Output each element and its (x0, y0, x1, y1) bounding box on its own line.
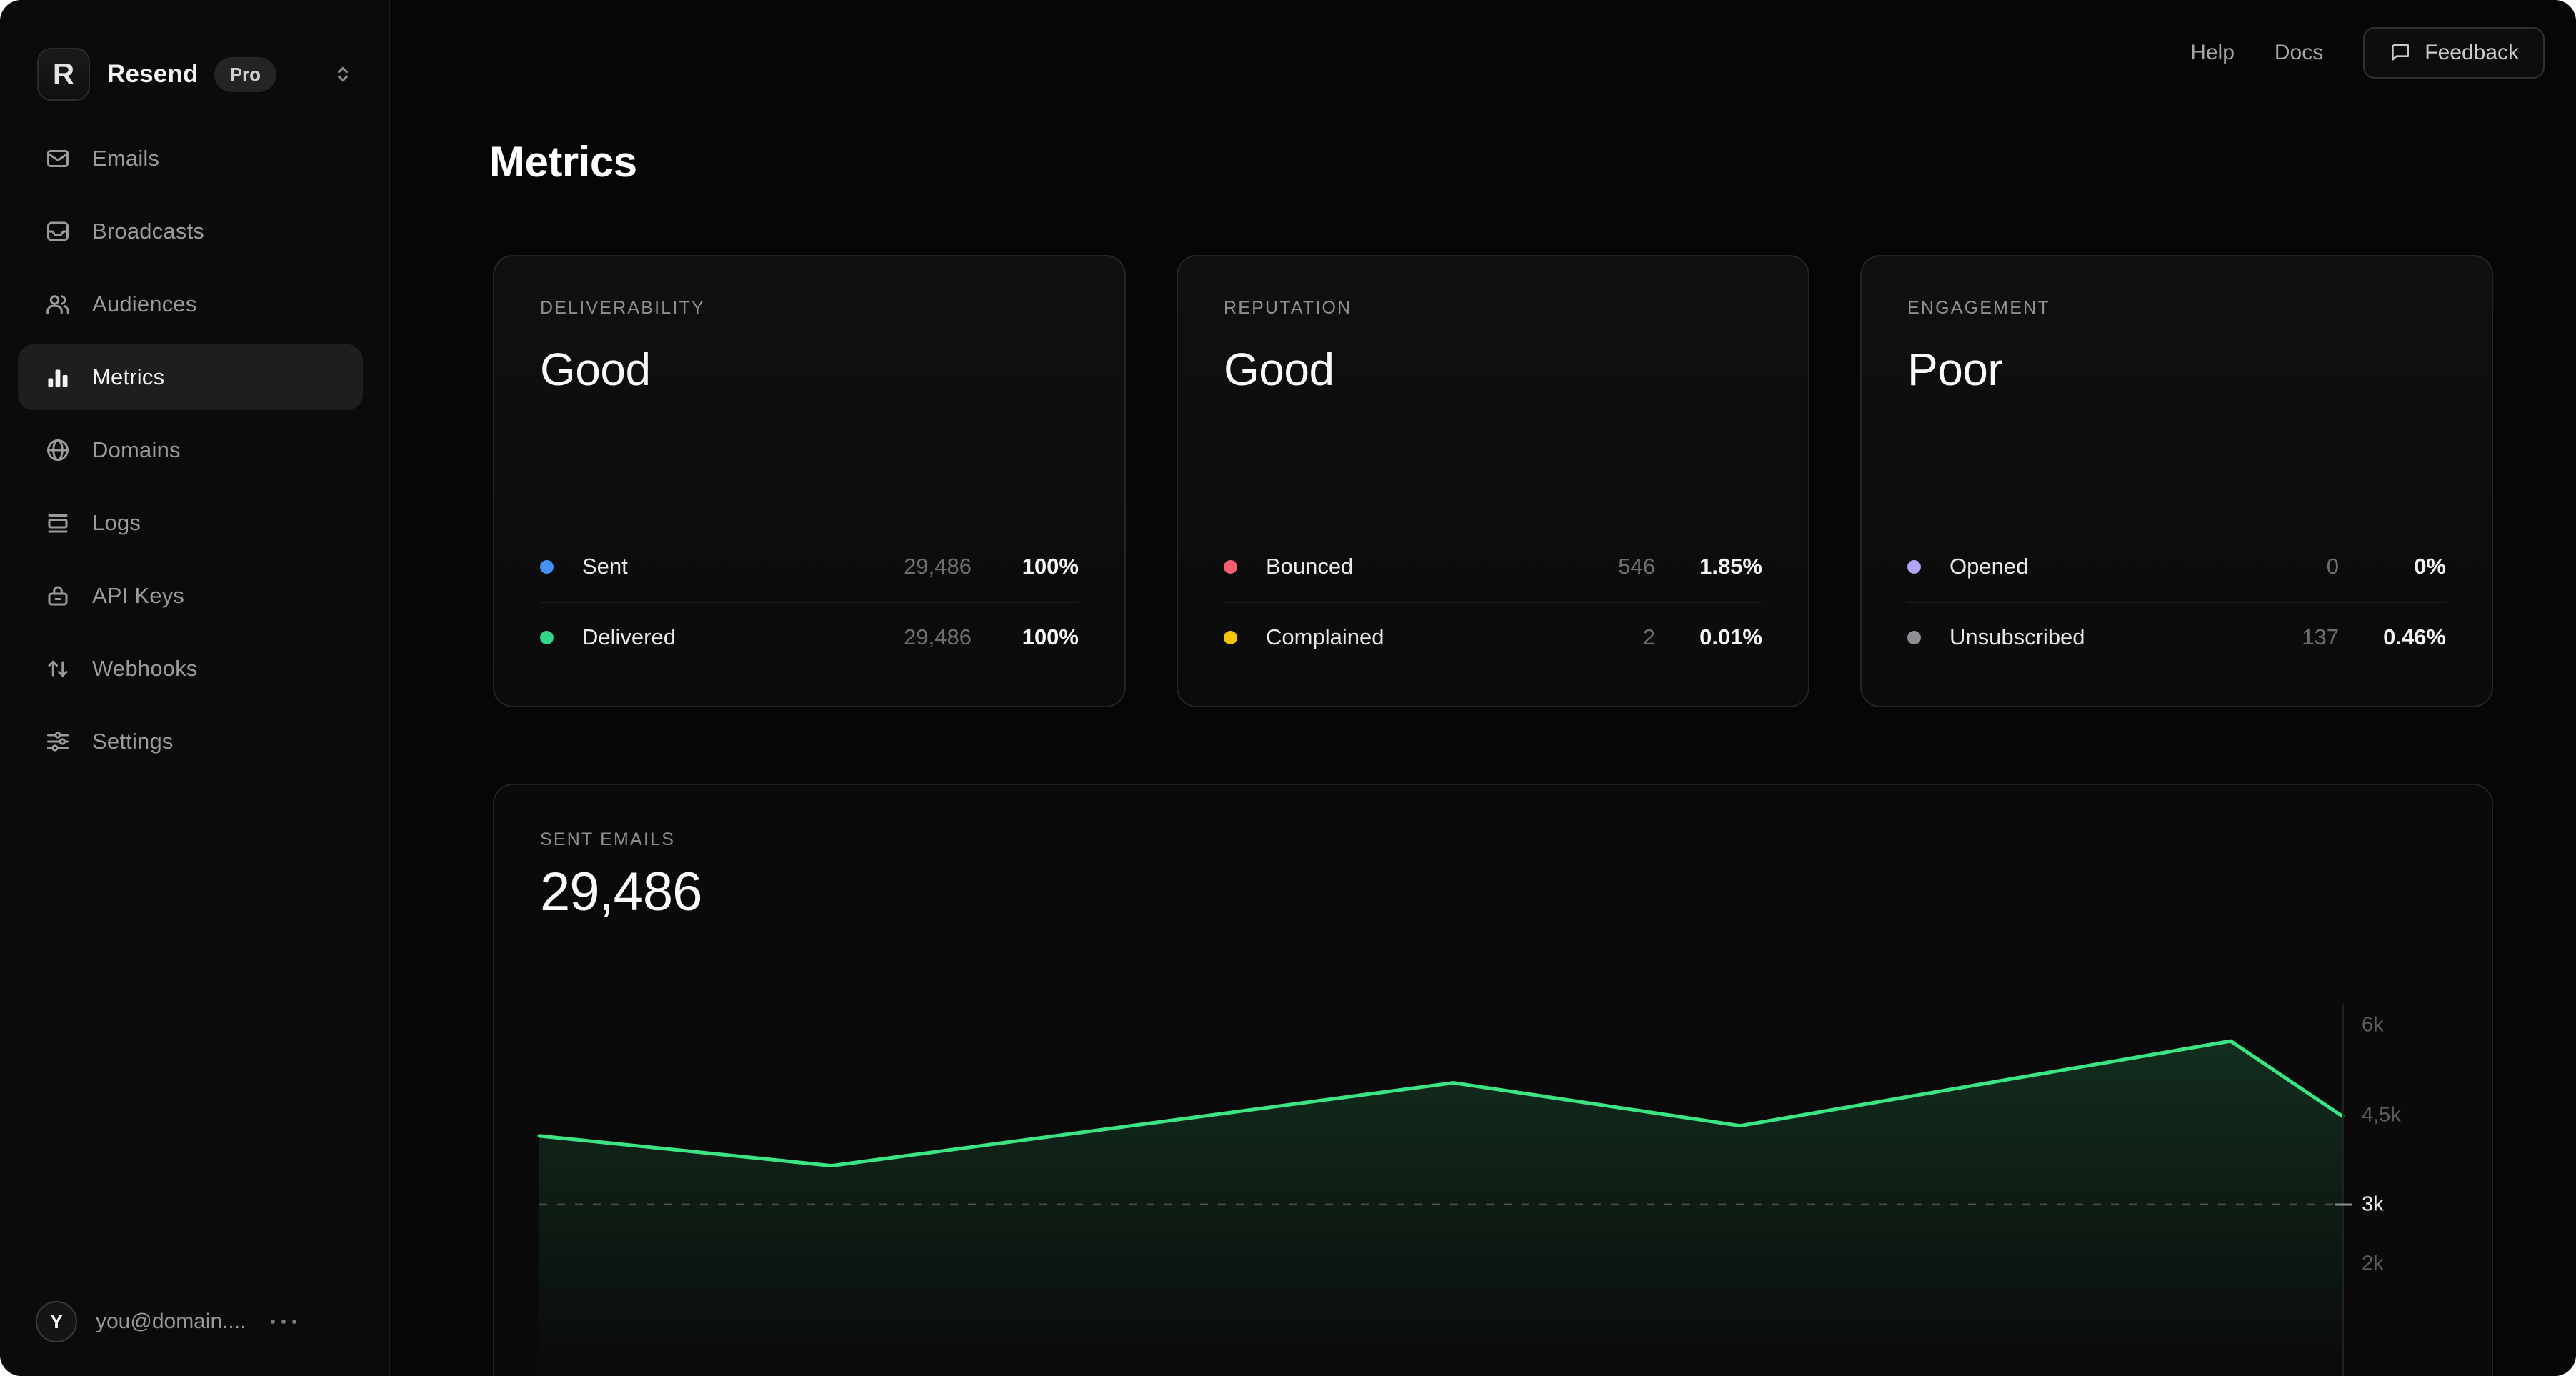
reputation-card: REPUTATION Good Bounced 546 1.85% Compla… (1177, 255, 1809, 707)
user-email: you@domain.... (96, 1310, 246, 1333)
sliders-icon (47, 732, 69, 752)
sidebar: R Resend Pro Emails Broadcasts Audiences… (0, 0, 390, 1376)
data-line (537, 1039, 2345, 1168)
deliverability-card: DELIVERABILITY Good Sent 29,486 100% Del… (493, 255, 1126, 707)
engagement-card: ENGAGEMENT Poor Opened 0 0% Unsubscribed… (1860, 255, 2493, 707)
y-axis-label: 4,5k (2362, 1103, 2401, 1127)
docs-link[interactable]: Docs (2274, 41, 2324, 64)
sidebar-item-logs[interactable]: Logs (18, 490, 363, 556)
chart-total: 29,486 (540, 862, 702, 922)
legend-dot (1907, 630, 1921, 644)
workspace-name: Resend (107, 60, 199, 88)
chevron-up-down-icon (338, 66, 348, 82)
y-axis-tick-mark (2335, 1203, 2352, 1206)
sidebar-item-label: Metrics (92, 364, 165, 389)
speech-bubble-icon (2392, 44, 2410, 61)
workspace-switcher[interactable]: R Resend Pro (37, 46, 354, 103)
sidebar-item-broadcasts[interactable]: Broadcasts (18, 199, 363, 264)
sidebar-item-metrics[interactable]: Metrics (18, 344, 363, 410)
area-fill (539, 1041, 2342, 1376)
legend-dot (1224, 630, 1237, 644)
users-icon (46, 295, 69, 314)
avatar: Y (36, 1301, 77, 1342)
sidebar-item-webhooks[interactable]: Webhooks (18, 636, 363, 702)
card-category: ENGAGEMENT (1907, 298, 2050, 318)
sidebar-item-settings[interactable]: Settings (18, 709, 363, 774)
sent-emails-card: SENT EMAILS 29,486 6k 4,5k 3k 2k (493, 784, 2493, 1376)
logs-icon (48, 514, 68, 533)
legend-dot (1907, 559, 1921, 574)
page-title: Metrics (489, 138, 637, 186)
plan-badge: Pro (214, 56, 276, 92)
topbar: Help Docs Feedback (2190, 27, 2545, 79)
avatar-initial: Y (49, 1310, 63, 1332)
sidebar-item-audiences[interactable]: Audiences (18, 271, 363, 337)
sidebar-item-label: Webhooks (92, 656, 198, 681)
help-link[interactable]: Help (2190, 41, 2235, 64)
legend-dot (540, 559, 554, 574)
user-menu[interactable]: Y you@domain.... (36, 1300, 349, 1343)
legend-dot (1224, 559, 1237, 574)
sidebar-item-label: Settings (92, 729, 174, 754)
sidebar-item-api-keys[interactable]: API Keys (18, 563, 363, 629)
legend-dot (540, 630, 554, 644)
sidebar-item-label: API Keys (92, 583, 185, 608)
stat-row-sent: Sent 29,486 100% (540, 532, 1079, 602)
stat-row-bounced: Bounced 546 1.85% (1224, 532, 1762, 602)
card-category: REPUTATION (1224, 298, 1352, 318)
chart-category: SENT EMAILS (540, 829, 676, 849)
sidebar-item-emails[interactable]: Emails (18, 126, 363, 191)
sidebar-item-label: Broadcasts (92, 219, 205, 244)
card-status: Poor (1907, 344, 2003, 395)
stat-row-delivered: Delivered 29,486 100% (540, 602, 1079, 672)
globe-icon (47, 439, 69, 461)
y-axis-label: 6k (2362, 1013, 2384, 1037)
inbox-icon (47, 221, 69, 241)
sidebar-item-label: Audiences (92, 291, 197, 316)
sidebar-item-label: Logs (92, 510, 141, 535)
resend-logo-icon: R (37, 48, 90, 101)
main-content: Help Docs Feedback Metrics DELIVERABILIT… (390, 0, 2576, 1376)
bar-chart-icon (48, 369, 68, 387)
y-axis-line (2342, 1004, 2344, 1376)
sidebar-nav: Emails Broadcasts Audiences Metrics Doma… (18, 126, 363, 782)
stat-row-unsubscribed: Unsubscribed 137 0.46% (1907, 602, 2446, 672)
logo-letter: R (52, 57, 75, 91)
sidebar-item-label: Emails (92, 146, 160, 171)
card-category: DELIVERABILITY (540, 298, 705, 318)
y-axis-label: 2k (2362, 1252, 2384, 1275)
card-status: Good (540, 344, 651, 395)
mail-icon (47, 150, 69, 167)
y-axis-label: 3k (2362, 1192, 2384, 1216)
card-status: Good (1224, 344, 1334, 395)
ellipsis-icon[interactable] (270, 1320, 296, 1324)
stat-row-opened: Opened 0 0% (1907, 532, 2446, 602)
stat-row-complained: Complained 2 0.01% (1224, 602, 1762, 672)
sidebar-item-domains[interactable]: Domains (18, 417, 363, 483)
sent-emails-line-chart[interactable] (537, 1002, 2345, 1376)
sidebar-item-label: Domains (92, 437, 181, 462)
feedback-label: Feedback (2425, 41, 2519, 64)
lock-icon (48, 586, 68, 606)
feedback-button[interactable]: Feedback (2363, 27, 2545, 79)
arrows-up-down-icon (48, 660, 68, 677)
